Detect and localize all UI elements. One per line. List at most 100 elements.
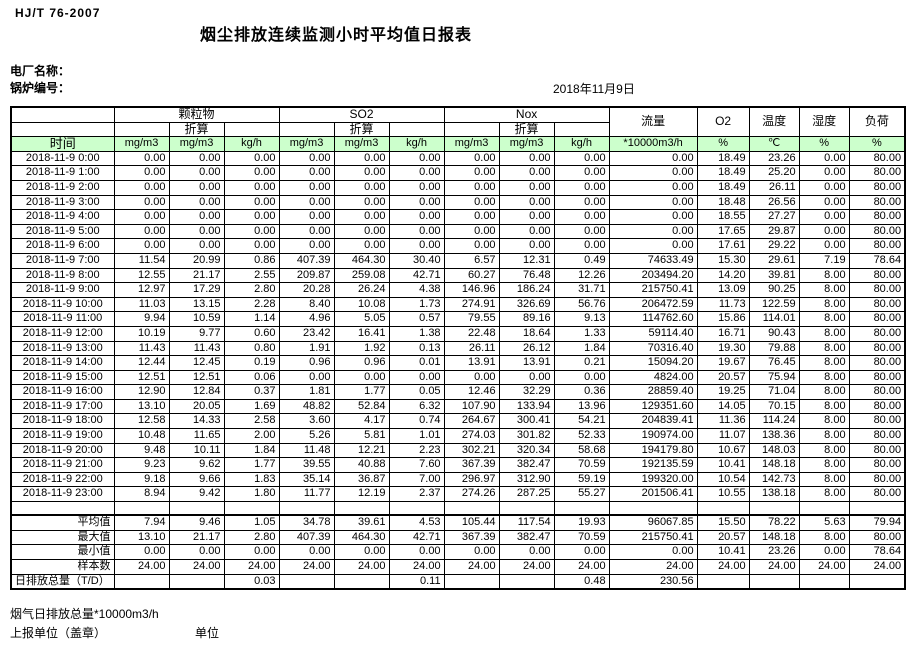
value-cell: 80.00 — [848, 413, 906, 430]
value-cell: 215750.41 — [608, 282, 698, 298]
value-cell: 9.42 — [168, 486, 225, 503]
value-cell: 18.49 — [696, 165, 750, 181]
table-row: 2018-11-9 20:00 9.48 10.11 1.84 11.48 12.21 2.… — [10, 442, 906, 459]
value-cell: 0.13 — [388, 340, 445, 357]
value-cell: 0.00 — [388, 165, 445, 181]
value-cell: 0.05 — [388, 384, 445, 400]
value-cell: 0.00 — [388, 223, 445, 240]
value-cell: 2.28 — [223, 296, 280, 313]
value-cell: 79.88 — [748, 340, 800, 357]
value-cell: 74633.49 — [608, 252, 698, 269]
value-cell: 0.00 — [333, 194, 390, 211]
value-cell: 8.00 — [798, 471, 850, 488]
value-cell: 5.81 — [333, 428, 390, 444]
unit-label: 单位 — [195, 626, 220, 640]
row-label-cell: 日排放总量（T/D） — [10, 573, 115, 590]
value-cell: 19.93 — [553, 514, 610, 531]
value-cell: 13.10 — [113, 529, 170, 546]
value-cell: 0.00 — [333, 238, 390, 254]
value-cell: 1.80 — [223, 486, 280, 503]
unit-cell: mg/m3 — [498, 136, 555, 152]
value-cell: 0.00 — [498, 223, 555, 240]
row-label-cell: 2018-11-9 11:00 — [10, 311, 115, 327]
value-cell: 148.18 — [748, 457, 800, 473]
unit-cell: mg/m3 — [168, 136, 225, 152]
value-cell: 302.21 — [443, 442, 500, 459]
value-cell: 11.43 — [168, 340, 225, 357]
row-label-cell: 2018-11-9 6:00 — [10, 238, 115, 254]
value-cell: 0.00 — [498, 369, 555, 386]
value-cell: 80.00 — [848, 165, 906, 181]
value-cell: 0.00 — [278, 223, 335, 240]
value-cell: 0.36 — [553, 384, 610, 400]
value-cell: 4.96 — [278, 311, 335, 327]
value-cell: 8.00 — [798, 457, 850, 473]
reporting-unit-label: 上报单位（盖章） — [10, 626, 107, 640]
value-cell: 199320.00 — [608, 471, 698, 488]
value-cell: 259.08 — [333, 267, 390, 284]
summary-row: 最大值 13.10 21.17 2.80 407.39 464.30 42.71 367.39… — [10, 529, 906, 546]
row-label-cell: 2018-11-9 1:00 — [10, 165, 115, 181]
value-cell: 24.00 — [498, 558, 555, 575]
value-cell: 0.00 — [223, 150, 280, 167]
value-cell: 5.26 — [278, 428, 335, 444]
value-cell: 0.00 — [278, 544, 335, 560]
table-row: 2018-11-9 0:00 0.00 0.00 0.00 0.00 0.00 0.00 0.… — [10, 150, 906, 167]
value-cell: 16.71 — [696, 325, 750, 342]
value-cell: 8.00 — [798, 325, 850, 342]
value-cell — [388, 501, 445, 517]
value-cell: 0.00 — [278, 165, 335, 181]
value-cell — [443, 501, 500, 517]
value-cell: 39.55 — [278, 457, 335, 473]
table-row: 2018-11-9 17:00 13.10 20.05 1.69 48.82 52.84 6… — [10, 398, 906, 415]
value-cell: 9.13 — [553, 311, 610, 327]
value-cell: 10.41 — [696, 544, 750, 560]
value-cell: 0.00 — [443, 544, 500, 560]
row-label-cell: 2018-11-9 15:00 — [10, 369, 115, 386]
value-cell: 0.11 — [388, 573, 445, 590]
value-cell: 9.66 — [168, 471, 225, 488]
value-cell: 1.77 — [333, 384, 390, 400]
value-cell: 2.00 — [223, 428, 280, 444]
value-cell: 12.90 — [113, 384, 170, 400]
value-cell: 8.00 — [798, 442, 850, 459]
table-row: 2018-11-9 3:00 0.00 0.00 0.00 0.00 0.00 0.00 0.… — [10, 194, 906, 211]
value-cell: 301.82 — [498, 428, 555, 444]
row-label-cell: 2018-11-9 12:00 — [10, 325, 115, 342]
value-cell: 1.84 — [553, 340, 610, 357]
value-cell: 24.00 — [278, 558, 335, 575]
value-cell: 24.00 — [113, 558, 170, 575]
value-cell: 186.24 — [498, 282, 555, 298]
value-cell: 1.69 — [223, 398, 280, 415]
value-cell: 32.29 — [498, 384, 555, 400]
value-cell — [748, 573, 800, 590]
blank-cell — [113, 121, 170, 138]
value-cell: 0.60 — [223, 325, 280, 342]
header-group-row: 颗粒物 SO2 Nox 流量 O2 温度 湿度 负荷 — [10, 106, 906, 138]
value-cell: 0.00 — [388, 150, 445, 167]
unit-cell: % — [798, 136, 850, 152]
value-cell: 0.00 — [553, 209, 610, 225]
value-cell: 1.83 — [223, 471, 280, 488]
value-cell: 14.05 — [696, 398, 750, 415]
value-cell: 8.94 — [113, 486, 170, 503]
value-cell: 0.00 — [553, 544, 610, 560]
value-cell: 0.00 — [608, 165, 698, 181]
value-cell: 0.00 — [443, 223, 500, 240]
value-cell: 13.96 — [553, 398, 610, 415]
table-row: 2018-11-9 7:00 11.54 20.99 0.86 407.39 464.30… — [10, 252, 906, 269]
value-cell: 21.17 — [168, 529, 225, 546]
value-cell: 9.77 — [168, 325, 225, 342]
unit-cell: mg/m3 — [443, 136, 500, 152]
value-cell: 0.00 — [798, 165, 850, 181]
value-cell: 2.80 — [223, 282, 280, 298]
value-cell: 52.84 — [333, 398, 390, 415]
value-cell: 23.26 — [748, 150, 800, 167]
value-cell: 70316.40 — [608, 340, 698, 357]
value-cell: 55.27 — [553, 486, 610, 503]
value-cell: 70.59 — [553, 529, 610, 546]
value-cell: 28859.40 — [608, 384, 698, 400]
value-cell: 8.00 — [798, 340, 850, 357]
report-table: 颗粒物 SO2 Nox 流量 O2 温度 湿度 负荷 折算 折算 折算 — [10, 106, 907, 591]
value-cell: 1.73 — [388, 296, 445, 313]
